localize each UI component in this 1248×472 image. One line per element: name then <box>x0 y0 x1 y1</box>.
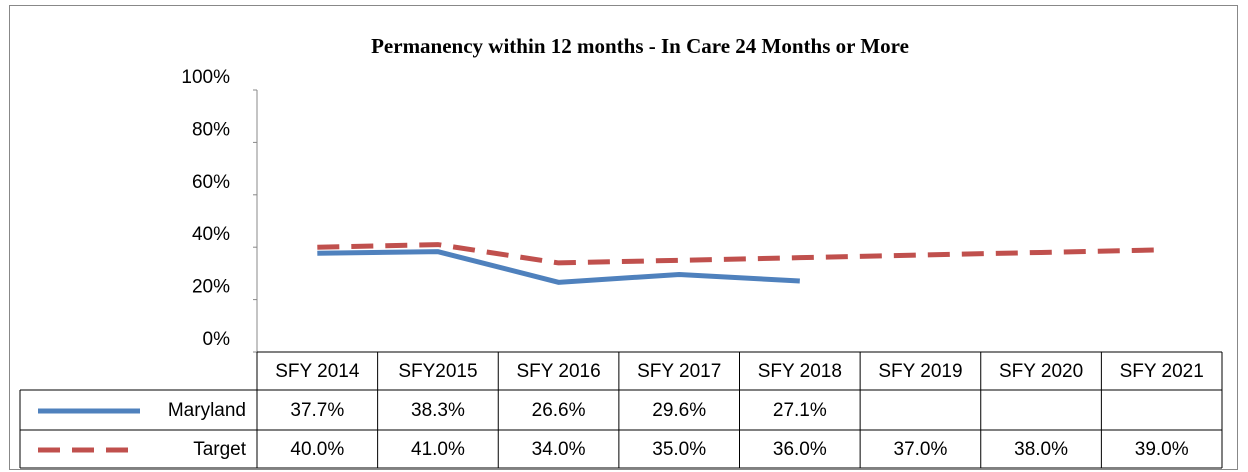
y-tick-label: 100% <box>181 67 230 88</box>
y-tick-label: 20% <box>192 277 230 298</box>
y-tick-label: 40% <box>192 224 230 245</box>
y-tick-label: 0% <box>203 329 231 350</box>
value-label: 35.0% <box>652 439 706 460</box>
value-label: 40.0% <box>290 439 344 460</box>
y-tick-label: 80% <box>192 119 230 140</box>
value-label: 27.1% <box>773 400 827 421</box>
series-line <box>317 242 1162 266</box>
x-tick-label: SFY 2017 <box>637 361 721 382</box>
x-tick-label: SFY 2014 <box>275 361 360 382</box>
chart-title: Permanency within 12 months - In Care 24… <box>371 34 909 58</box>
chart-border <box>9 5 1238 470</box>
legend-label: Target <box>193 439 247 460</box>
value-label: 29.6% <box>652 400 706 421</box>
value-label: 38.0% <box>1014 439 1068 460</box>
x-tick-label: SFY 2018 <box>758 361 842 382</box>
value-label: 37.7% <box>290 400 344 421</box>
value-label: 34.0% <box>532 439 586 460</box>
y-tick-label: 60% <box>192 172 230 193</box>
value-label: 41.0% <box>411 439 465 460</box>
x-tick-label: SFY 2016 <box>516 361 600 382</box>
x-tick-label: SFY 2019 <box>878 361 962 382</box>
legend-label: Maryland <box>168 400 246 421</box>
value-label: 39.0% <box>1135 439 1189 460</box>
value-label: 38.3% <box>411 400 465 421</box>
value-label: 37.0% <box>894 439 948 460</box>
series-line <box>317 249 800 285</box>
value-label: 26.6% <box>532 400 586 421</box>
x-tick-label: SFY 2020 <box>999 361 1083 382</box>
x-tick-label: SFY 2021 <box>1120 361 1204 382</box>
value-label: 36.0% <box>773 439 827 460</box>
x-tick-label: SFY2015 <box>398 361 477 382</box>
